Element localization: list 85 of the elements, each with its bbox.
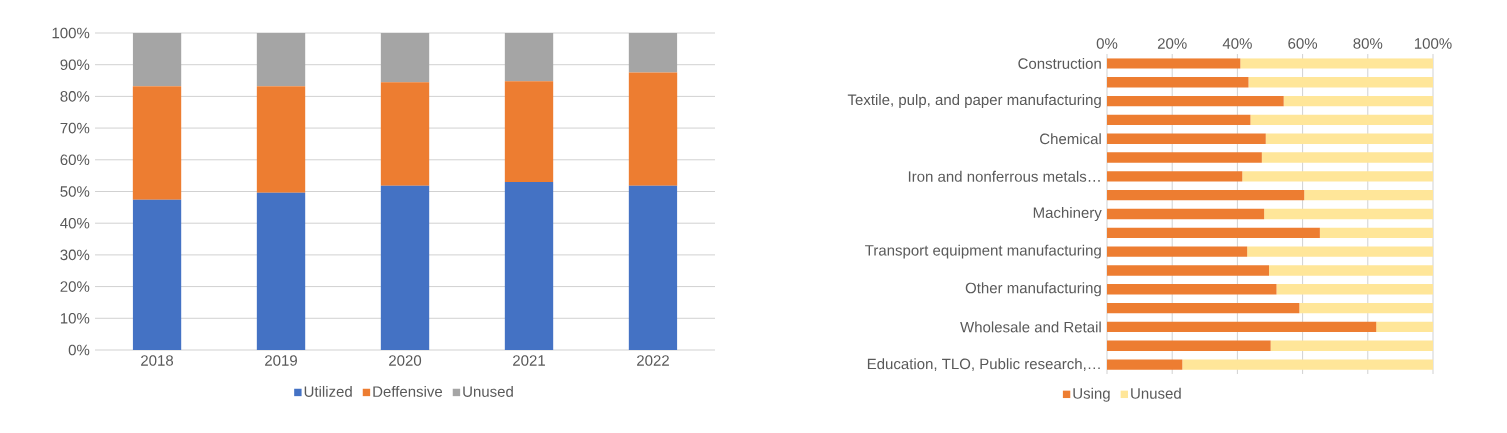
legend-label: Unused bbox=[463, 385, 513, 397]
bar bbox=[1107, 227, 1320, 238]
bar bbox=[1261, 152, 1433, 163]
legend-label: Using bbox=[1073, 387, 1110, 402]
bar bbox=[380, 32, 430, 83]
bar bbox=[380, 82, 430, 186]
y-tick-label: Machinery bbox=[1033, 207, 1102, 221]
y-tick-label: Construction bbox=[1018, 57, 1101, 69]
bar bbox=[1270, 340, 1433, 351]
bar bbox=[1107, 321, 1377, 333]
bar bbox=[1376, 321, 1433, 333]
bar bbox=[1264, 208, 1433, 220]
bar bbox=[132, 32, 182, 87]
y-tick-label: Chemical bbox=[1040, 133, 1101, 145]
x-tick-label: 2019 bbox=[265, 355, 297, 366]
bar bbox=[1265, 133, 1433, 144]
y-tick-label: 10% bbox=[60, 312, 90, 324]
bar bbox=[1107, 359, 1183, 370]
bar bbox=[1107, 284, 1277, 295]
y-tick-label: Education, TLO, Public research,… bbox=[867, 358, 1100, 371]
bar bbox=[256, 192, 306, 350]
x-tick-label: 20% bbox=[1157, 38, 1187, 49]
x-tick-label: 0% bbox=[1096, 38, 1118, 49]
y-tick-label: 40% bbox=[60, 217, 90, 229]
bar bbox=[1283, 95, 1433, 107]
bar bbox=[132, 86, 182, 200]
bar bbox=[1247, 246, 1433, 257]
legend-label: Unused bbox=[1131, 387, 1181, 399]
bar bbox=[380, 185, 430, 350]
bar bbox=[1299, 302, 1433, 314]
y-tick-label: 70% bbox=[60, 122, 90, 134]
y-tick-label: 50% bbox=[60, 186, 90, 197]
bar bbox=[1107, 77, 1249, 88]
y-tick-label: Textile, pulp, and paper manufacturing bbox=[847, 94, 1101, 109]
bar bbox=[1107, 340, 1271, 351]
y-tick-label: 60% bbox=[60, 154, 90, 166]
bar bbox=[1107, 265, 1270, 276]
x-tick-label: 80% bbox=[1353, 38, 1383, 49]
bar bbox=[1107, 133, 1266, 144]
y-tick-label: 20% bbox=[60, 281, 90, 292]
bar bbox=[1240, 58, 1433, 69]
x-tick-label: 60% bbox=[1288, 38, 1318, 49]
bar bbox=[256, 86, 306, 193]
bar bbox=[1107, 246, 1248, 257]
legend-label: Deffensive bbox=[373, 385, 443, 397]
bar bbox=[1248, 77, 1433, 88]
y-tick-label: 100% bbox=[52, 27, 90, 39]
y-tick-label: 30% bbox=[60, 249, 90, 261]
bar bbox=[1319, 227, 1433, 238]
bar bbox=[1304, 189, 1433, 201]
bar bbox=[1250, 114, 1433, 126]
bar bbox=[628, 32, 678, 73]
bar bbox=[1276, 284, 1433, 295]
bar bbox=[628, 185, 678, 350]
bar bbox=[132, 199, 182, 350]
bar bbox=[256, 32, 306, 87]
y-tick-label: Transport equipment manufacturing bbox=[865, 244, 1101, 259]
bar bbox=[628, 72, 678, 186]
bar bbox=[504, 81, 554, 182]
bar bbox=[1107, 114, 1251, 126]
bar bbox=[1107, 208, 1265, 220]
x-tick-label: 2018 bbox=[141, 355, 174, 366]
y-tick-label: Iron and nonferrous metals… bbox=[908, 170, 1100, 182]
x-tick-label: 100% bbox=[1414, 38, 1452, 49]
x-tick-label: 2021 bbox=[513, 355, 545, 366]
y-tick-label: 90% bbox=[60, 59, 90, 70]
bar bbox=[504, 181, 554, 350]
bar bbox=[1107, 302, 1300, 314]
bar bbox=[504, 32, 554, 82]
bar bbox=[1107, 152, 1262, 163]
bar bbox=[1107, 58, 1241, 69]
x-tick-label: 2022 bbox=[637, 355, 669, 366]
y-tick-label: Other manufacturing bbox=[965, 282, 1101, 297]
y-tick-label: 80% bbox=[60, 91, 90, 102]
bar bbox=[1182, 359, 1433, 370]
bar bbox=[1107, 189, 1305, 201]
bar bbox=[1242, 171, 1433, 182]
bar bbox=[1107, 171, 1243, 182]
y-tick-label: Wholesale and Retail bbox=[960, 321, 1101, 333]
y-tick-label: 0% bbox=[68, 344, 90, 356]
legend-label: Utilized bbox=[304, 385, 352, 397]
x-tick-label: 40% bbox=[1222, 38, 1252, 49]
bar bbox=[1269, 265, 1433, 276]
x-tick-label: 2020 bbox=[389, 355, 422, 366]
bar bbox=[1107, 95, 1284, 107]
